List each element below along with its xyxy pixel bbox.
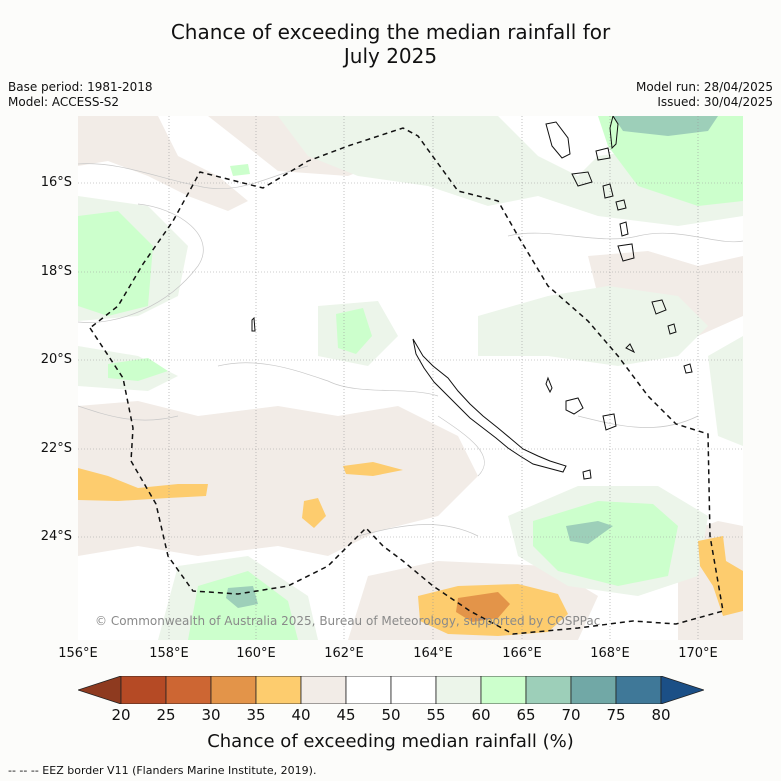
contour-lines [78,163,743,537]
colorbar-tick-label: 50 [381,706,401,724]
colorbar-low-extend [78,676,122,704]
colorbar-tick-label: 60 [471,706,491,724]
shade-60-65-se [533,501,678,586]
colorbar-cell [480,676,527,704]
shade-40-45-nw [78,116,248,211]
graticule [78,116,743,640]
colorbar-tick-label: 25 [156,706,176,724]
meta-left: Base period: 1981-2018 Model: ACCESS-S2 [8,80,153,110]
map-panel [78,116,743,640]
lat-label-24s: 24°S [40,529,72,544]
lon-label-158e: 158°E [149,646,189,661]
lon-label-170e: 170°E [678,646,718,661]
title-line-2: July 2025 [343,44,438,68]
lat-label-22s: 22°S [40,441,72,456]
lat-label-18s: 18°S [40,264,72,279]
shade-60-65-center [336,308,372,354]
title-line-1: Chance of exceeding the median rainfall … [170,20,611,44]
isle-of-pines [582,469,592,480]
lon-label-160e: 160°E [236,646,276,661]
colorbar-tick-label: 75 [606,706,626,724]
colorbar-tick-label: 20 [111,706,131,724]
colorbar-tick-label: 30 [201,706,221,724]
shade-30-35-south [456,592,510,622]
colorbar-tick-label: 70 [561,706,581,724]
colorbar [78,676,704,704]
colorbar-cell [300,676,347,704]
shade-55-60-right [708,336,743,446]
map-canvas [78,116,743,640]
colorbar-label: Chance of exceeding median rainfall (%) [207,731,574,752]
shade-60-65-left [108,358,168,381]
shade-55-60-topright [278,116,743,226]
lon-label-166e: 166°E [502,646,542,661]
new-caledonia-main [412,338,567,473]
colorbar-high-extend [660,676,704,704]
shade-65-70-topright [613,116,718,136]
lon-label-168e: 168°E [590,646,630,661]
colorbar-cell [525,676,572,704]
lon-label-164e: 164°E [413,646,453,661]
lon-label-162e: 162°E [324,646,364,661]
colorbar-tick-label: 55 [426,706,446,724]
shade-60-65-west [78,211,153,316]
copyright-text: © Commonwealth of Australia 2025, Bureau… [95,614,601,628]
colorbar-cell [210,676,257,704]
base-period-text: Base period: 1981-2018 [8,80,153,94]
shade-65-70-se [566,521,613,544]
loyalty-islands-ouvea [545,376,553,394]
shade-40-45-east [588,251,743,336]
shade-35-40-center [343,462,403,476]
loyalty-islands-lifou [565,397,584,415]
shade-35-40-small [302,498,326,528]
colorbar-cell [570,676,617,704]
colorbar-tick-label: 35 [246,706,266,724]
shade-35-40-east [698,536,743,616]
issued-text: Issued: 30/04/2025 [657,95,773,109]
colorbar-cells [78,676,704,704]
meta-right: Model run: 28/04/2025 Issued: 30/04/2025 [636,80,773,110]
model-text: Model: ACCESS-S2 [8,95,120,109]
model-run-text: Model run: 28/04/2025 [635,80,773,94]
shade-35-40-west [78,468,208,501]
colorbar-cell [165,676,212,704]
shade-65-70-sw [226,586,258,608]
colorbar-cell [255,676,302,704]
chesterfield-islands [251,316,256,332]
colorbar-tick-label: 65 [516,706,536,724]
map-title: Chance of exceeding the median rainfall … [0,20,781,68]
colorbar-cell [390,676,437,704]
shade-40-45-central [78,401,478,556]
eez-legend: -- -- -- EEZ border V11 (Flanders Marine… [8,764,317,777]
colorbar-tick-label: 45 [336,706,356,724]
colorbar-cell [120,676,167,704]
lat-label-20s: 20°S [40,352,72,367]
colorbar-tick-label: 80 [651,706,671,724]
loyalty-islands-mare [602,413,617,431]
colorbar-cell [345,676,392,704]
colorbar-cell [435,676,482,704]
shade-60-65-topright [598,116,743,206]
shade-60-65-small [230,164,250,176]
colorbar-tick-label: 40 [291,706,311,724]
lat-label-16s: 16°S [40,175,72,190]
colorbar-cell [615,676,662,704]
vanuatu-islands [545,116,693,374]
lon-label-156e: 156°E [58,646,98,661]
